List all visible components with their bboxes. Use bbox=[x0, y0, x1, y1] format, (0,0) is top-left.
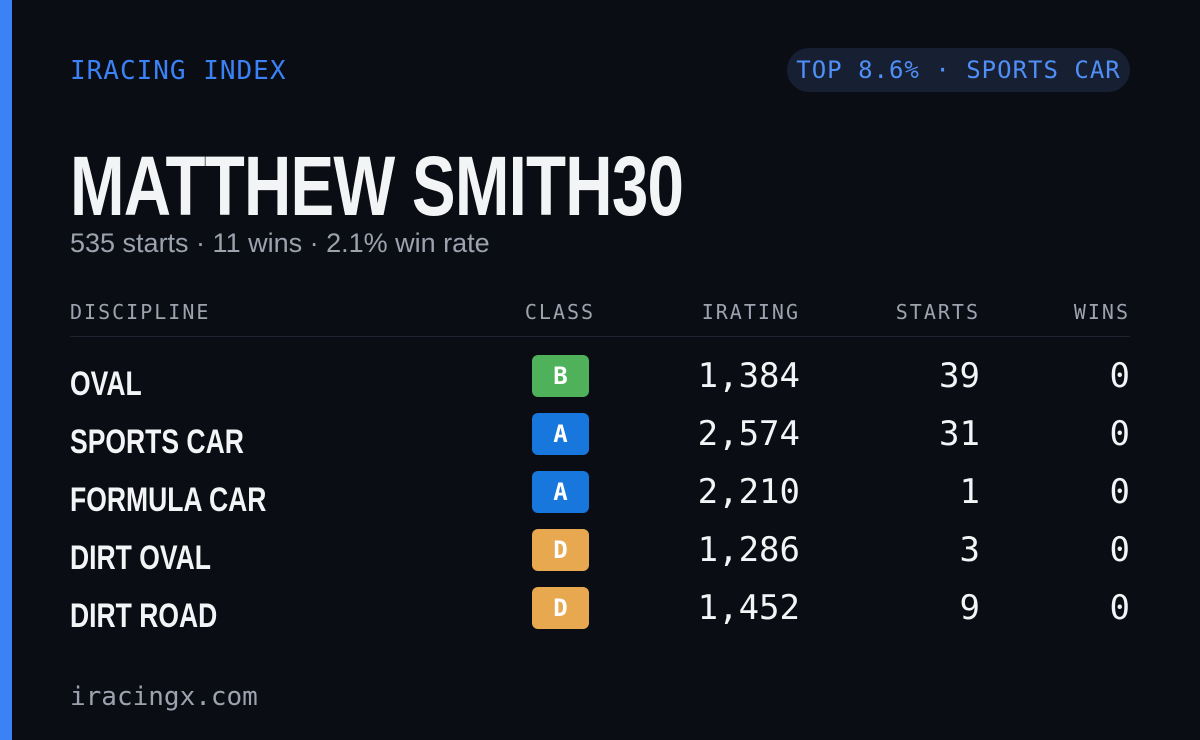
wins: 0 bbox=[1109, 356, 1130, 396]
starts: 31 bbox=[939, 414, 980, 454]
wins: 0 bbox=[1109, 588, 1130, 628]
column-header: WINS bbox=[1073, 300, 1130, 324]
class-badge: D bbox=[532, 529, 589, 571]
discipline: DIRT ROAD bbox=[70, 597, 218, 635]
wins: 0 bbox=[1109, 414, 1130, 454]
column-header: IRATING bbox=[701, 300, 800, 324]
discipline: SPORTS CAR bbox=[70, 423, 244, 461]
brand: IRACING INDEX bbox=[70, 56, 287, 86]
discipline: FORMULA CAR bbox=[70, 481, 267, 519]
column-header: DISCIPLINE bbox=[70, 300, 211, 324]
discipline: DIRT OVAL bbox=[70, 539, 211, 577]
class-badge: D bbox=[532, 587, 589, 629]
wins: 0 bbox=[1109, 530, 1130, 570]
starts: 1 bbox=[959, 472, 980, 512]
driver-name: MATTHEW SMITH30 bbox=[70, 139, 684, 233]
class-badge: B bbox=[532, 355, 589, 397]
starts: 9 bbox=[959, 588, 980, 628]
starts: 3 bbox=[959, 530, 980, 570]
irating: 1,452 bbox=[697, 588, 800, 628]
rank-badge: TOP 8.6% · SPORTS CAR bbox=[787, 48, 1130, 92]
irating: 2,210 bbox=[697, 472, 800, 512]
irating: 1,384 bbox=[697, 356, 800, 396]
column-header: STARTS bbox=[895, 300, 980, 324]
class-badge: A bbox=[532, 471, 589, 513]
irating: 1,286 bbox=[697, 530, 800, 570]
starts: 39 bbox=[939, 356, 980, 396]
wins: 0 bbox=[1109, 472, 1130, 512]
discipline: OVAL bbox=[70, 365, 142, 403]
column-header: CLASS bbox=[524, 300, 596, 324]
class-badge: A bbox=[532, 413, 589, 455]
accent-bar bbox=[0, 0, 12, 740]
irating: 2,574 bbox=[697, 414, 800, 454]
site-link: iracingx.com bbox=[70, 682, 258, 712]
divider bbox=[70, 336, 1130, 337]
summary: 535 starts · 11 wins · 2.1% win rate bbox=[70, 228, 490, 258]
